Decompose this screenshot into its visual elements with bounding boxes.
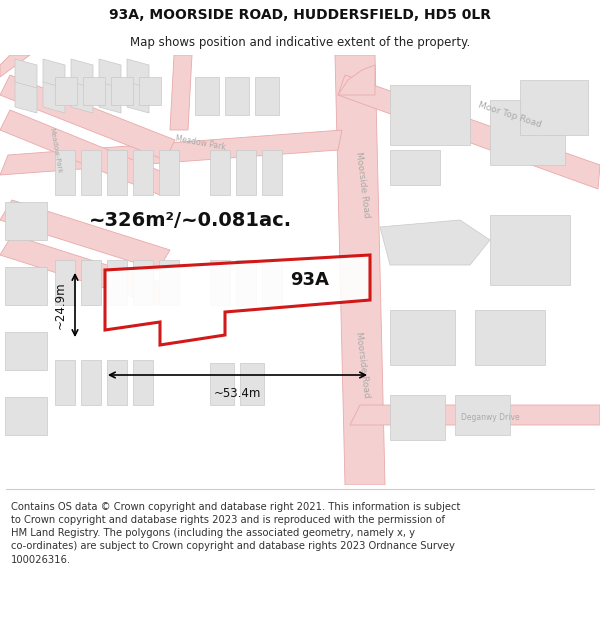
Polygon shape (139, 77, 161, 105)
Polygon shape (0, 110, 170, 195)
Bar (5, 202, 47, 240)
Bar (262, 150, 282, 195)
Bar (225, 77, 249, 115)
Bar (195, 77, 219, 115)
Bar (5, 397, 47, 435)
Bar (55, 150, 75, 195)
Polygon shape (0, 130, 342, 175)
Polygon shape (338, 75, 600, 189)
Bar (133, 260, 153, 305)
Polygon shape (0, 55, 30, 77)
Text: Moor Top Road: Moor Top Road (477, 101, 543, 129)
Bar (210, 150, 230, 195)
Text: Contains OS data © Crown copyright and database right 2021. This information is : Contains OS data © Crown copyright and d… (11, 502, 460, 564)
Bar (81, 150, 101, 195)
Bar (5, 267, 47, 305)
Polygon shape (99, 59, 121, 88)
Bar (490, 100, 565, 165)
Text: ~24.9m: ~24.9m (54, 281, 67, 329)
Bar (475, 310, 545, 365)
Polygon shape (127, 59, 149, 88)
Text: Deganwy Drive: Deganwy Drive (461, 412, 520, 421)
Bar (55, 260, 75, 305)
Polygon shape (71, 81, 93, 113)
Bar (520, 80, 588, 135)
Polygon shape (390, 150, 440, 185)
Bar (490, 215, 570, 285)
Bar (210, 363, 234, 405)
Bar (390, 85, 470, 145)
Polygon shape (55, 77, 77, 105)
Bar (55, 360, 75, 405)
Bar (133, 150, 153, 195)
Polygon shape (170, 55, 192, 130)
Polygon shape (43, 81, 65, 113)
Bar (236, 260, 256, 305)
Text: Moorside Road: Moorside Road (355, 331, 371, 399)
Polygon shape (127, 81, 149, 113)
Bar (81, 360, 101, 405)
Bar (133, 360, 153, 405)
Bar (236, 150, 256, 195)
Bar (262, 260, 282, 305)
Polygon shape (335, 55, 385, 485)
Text: 93A, MOORSIDE ROAD, HUDDERSFIELD, HD5 0LR: 93A, MOORSIDE ROAD, HUDDERSFIELD, HD5 0L… (109, 8, 491, 22)
Polygon shape (105, 255, 370, 345)
Bar (81, 260, 101, 305)
Polygon shape (338, 65, 375, 95)
Bar (255, 77, 279, 115)
Text: ~326m²/~0.081ac.: ~326m²/~0.081ac. (88, 211, 292, 229)
Text: Map shows position and indicative extent of the property.: Map shows position and indicative extent… (130, 36, 470, 49)
Text: ~53.4m: ~53.4m (214, 387, 261, 400)
Text: 93A: 93A (290, 271, 329, 289)
Bar (107, 260, 127, 305)
Polygon shape (350, 405, 600, 425)
Polygon shape (111, 77, 133, 105)
Polygon shape (15, 81, 37, 113)
Bar (159, 150, 179, 195)
Text: Meadow Park: Meadow Park (174, 134, 226, 152)
Bar (390, 395, 445, 440)
Bar (107, 150, 127, 195)
Bar (107, 360, 127, 405)
Bar (390, 310, 455, 365)
Polygon shape (83, 77, 105, 105)
Polygon shape (15, 59, 37, 88)
Bar (210, 260, 230, 305)
Text: Moorside Road: Moorside Road (355, 151, 371, 219)
Polygon shape (99, 81, 121, 113)
Polygon shape (71, 59, 93, 88)
Bar (455, 395, 510, 435)
Polygon shape (43, 59, 65, 88)
Bar (240, 363, 264, 405)
Text: Meadow-Park: Meadow-Park (48, 127, 62, 173)
Bar (5, 332, 47, 370)
Polygon shape (0, 75, 175, 160)
Polygon shape (0, 200, 170, 270)
Polygon shape (380, 220, 490, 265)
Bar (159, 260, 179, 305)
Polygon shape (0, 235, 170, 305)
